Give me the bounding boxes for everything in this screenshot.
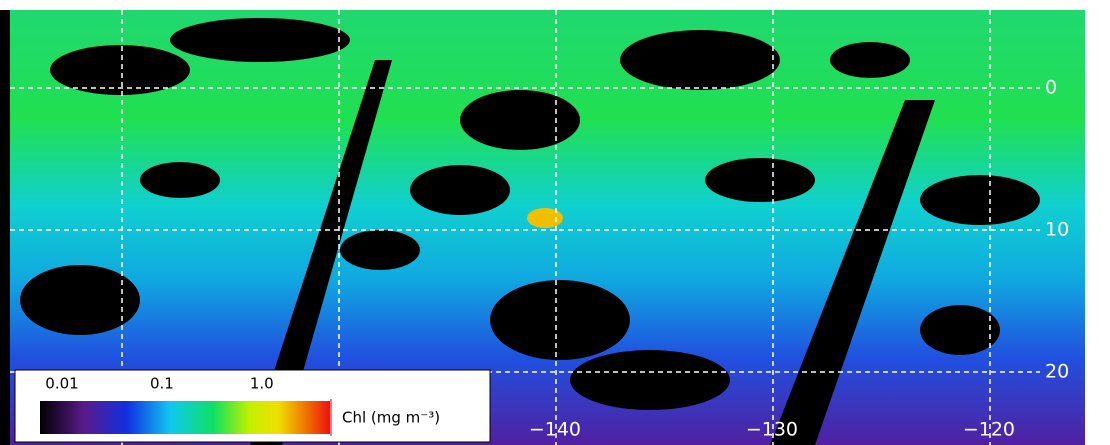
map: −140 −130 −120 0 10 20 Chl (mg m⁻³) 0.01 0.1 1.… <box>0 0 1110 445</box>
bloom <box>527 208 563 228</box>
lat-label: 20 <box>1045 361 1069 383</box>
colorbar-label: Chl (mg m⁻³) <box>342 409 440 427</box>
lat-label: 10 <box>1045 219 1069 241</box>
lat-label: 0 <box>1045 77 1057 99</box>
colorbar: Chl (mg m⁻³) 0.01 0.1 1.0 <box>15 370 490 442</box>
colorbar-ramp <box>40 401 330 434</box>
lon-label: −120 <box>963 419 1015 441</box>
lon-label: −130 <box>746 419 798 441</box>
lon-label: −140 <box>529 419 581 441</box>
colorbar-tick-label: 0.01 <box>45 375 78 393</box>
colorbar-tick-label: 1.0 <box>250 375 274 393</box>
top-margin <box>0 0 1110 10</box>
colorbar-tick-label: 0.1 <box>150 375 174 393</box>
right-margin <box>1085 0 1110 445</box>
